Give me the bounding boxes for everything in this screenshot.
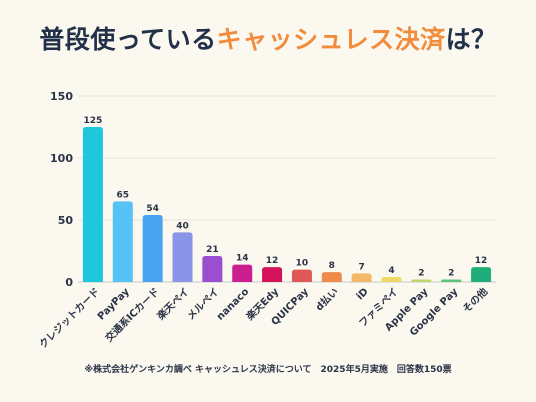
bar (232, 264, 253, 282)
y-tick-label: 100 (50, 152, 73, 165)
value-label: 2 (448, 269, 454, 279)
x-tick-label: d払い (313, 285, 341, 313)
bar (112, 201, 133, 282)
y-tick-label: 0 (65, 276, 73, 289)
grid-lines (78, 95, 496, 283)
value-label: 125 (84, 116, 103, 126)
value-label: 14 (236, 254, 249, 264)
bar (411, 279, 432, 282)
y-tick-label: 150 (50, 90, 73, 103)
title-part1: 普段使っている (39, 25, 217, 54)
title-part3: は？ (445, 25, 497, 54)
bar (82, 127, 103, 282)
bar (202, 255, 223, 282)
bar (291, 269, 312, 282)
x-tick-label: クレジットカード (37, 286, 102, 351)
value-label: 65 (117, 190, 130, 200)
value-label: 2 (418, 269, 424, 279)
footnote: ※株式会社ゲンキンカ調べ キャッシュレス決済について 2025年5月実施 回答数… (84, 365, 452, 375)
value-label: 7 (359, 262, 365, 272)
x-tick-label: その他 (460, 285, 490, 315)
y-tick-label: 50 (58, 214, 74, 227)
bar (471, 267, 492, 282)
title-part2: キャッシュレス決済 (216, 25, 446, 54)
bar (142, 215, 163, 282)
value-label: 8 (329, 261, 335, 271)
page-title: 普段使っているキャッシュレス決済は？ (0, 20, 536, 56)
bar (321, 272, 342, 282)
value-label: 12 (475, 256, 488, 266)
x-axis-labels: クレジットカードPayPay交通系ICカード楽天ペイメルペイnanaco楽天Ed… (37, 285, 490, 351)
value-label: 40 (176, 221, 189, 231)
x-tick-label: 楽天ペイ (153, 285, 191, 323)
value-label: 4 (388, 266, 394, 276)
value-label: 21 (206, 245, 219, 255)
bar (381, 277, 402, 282)
value-labels: 125 65 54 40 21 14 12 10 8 7 4 2 2 12 (84, 116, 488, 279)
x-tick-label: iD (355, 286, 371, 302)
bar (262, 267, 283, 282)
bar (441, 279, 462, 282)
bars (82, 127, 492, 282)
value-label: 10 (296, 259, 309, 269)
bar (172, 232, 193, 282)
value-label: 12 (266, 256, 279, 266)
bar (351, 273, 372, 282)
value-label: 54 (146, 204, 159, 214)
y-axis: 0 50 100 150 (50, 90, 73, 289)
